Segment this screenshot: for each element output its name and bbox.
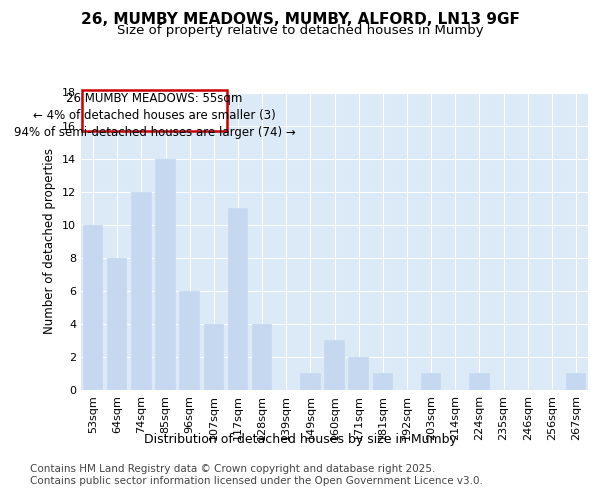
Bar [179, 291, 200, 390]
FancyBboxPatch shape [82, 90, 227, 132]
Text: Contains HM Land Registry data © Crown copyright and database right 2025.: Contains HM Land Registry data © Crown c… [30, 464, 436, 474]
Bar [300, 374, 320, 390]
Bar [131, 192, 152, 390]
Text: Size of property relative to detached houses in Mumby: Size of property relative to detached ho… [116, 24, 484, 37]
Bar [324, 340, 345, 390]
Bar [107, 258, 127, 390]
Bar [155, 158, 176, 390]
Bar [566, 374, 586, 390]
Bar [83, 224, 103, 390]
Bar [252, 324, 272, 390]
Bar [469, 374, 490, 390]
Bar [227, 208, 248, 390]
Bar [203, 324, 224, 390]
Bar [349, 357, 369, 390]
Text: Contains public sector information licensed under the Open Government Licence v3: Contains public sector information licen… [30, 476, 483, 486]
Text: 26 MUMBY MEADOWS: 55sqm
← 4% of detached houses are smaller (3)
94% of semi-deta: 26 MUMBY MEADOWS: 55sqm ← 4% of detached… [14, 92, 296, 139]
Bar [421, 374, 442, 390]
Text: Distribution of detached houses by size in Mumby: Distribution of detached houses by size … [143, 432, 457, 446]
Bar [373, 374, 393, 390]
Y-axis label: Number of detached properties: Number of detached properties [43, 148, 56, 334]
Text: 26, MUMBY MEADOWS, MUMBY, ALFORD, LN13 9GF: 26, MUMBY MEADOWS, MUMBY, ALFORD, LN13 9… [80, 12, 520, 28]
